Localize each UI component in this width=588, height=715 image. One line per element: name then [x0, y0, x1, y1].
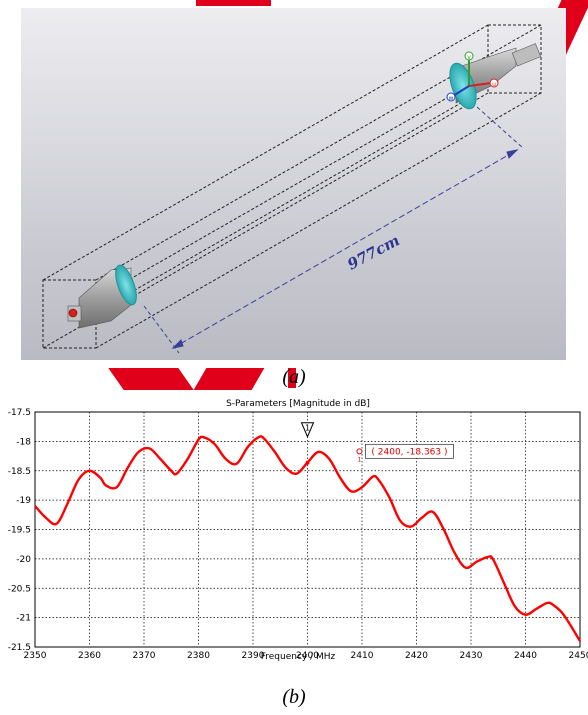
near-horn-antenna [67, 264, 137, 329]
y-tick-label: -20.5 [8, 584, 31, 594]
antenna-3d-view: v u w 977cm [21, 8, 566, 360]
x-axis-label: Frequency / MHz [261, 652, 336, 662]
axis-triad-icon: v u w [446, 51, 499, 102]
red-fragment-mid-right [288, 368, 296, 388]
caption-a: (a) [282, 366, 306, 388]
x-tick-label: 2450 [569, 651, 588, 661]
marker-id: 1 [305, 424, 310, 433]
marker-label: ( 2400, -18.363 ) [371, 447, 447, 457]
y-tick-label: -19 [16, 496, 31, 506]
marker-label-box [365, 443, 454, 459]
marker-triangle-icon[interactable] [300, 422, 315, 438]
s11-curve [34, 435, 582, 642]
x-tick-label: 2430 [460, 651, 483, 661]
x-tick-label: 2440 [514, 651, 537, 661]
axis-ticks: 2350 2360 2370 2380 2390 2400 2410 2420 2430 2440… [8, 408, 588, 661]
x-tick-label: 2420 [405, 651, 428, 661]
marker-layer: 1 1 ( 2400, -18.363 ) [300, 422, 454, 465]
red-fragment-mid-center [193, 368, 265, 390]
y-tick-label: -20 [16, 555, 31, 565]
axis-w-label: w [449, 95, 454, 102]
s-parameter-chart: S-Parameters [Magnitude in dB] 2350 2360 2… [0, 392, 588, 692]
x-tick-label: 2400 [296, 651, 319, 661]
marker-label-id: 1 [358, 456, 362, 463]
red-fragment-mid-left [108, 368, 194, 390]
port-icon [68, 308, 78, 318]
y-tick-label: -18.5 [8, 467, 31, 477]
y-tick-label: -21 [16, 614, 31, 624]
x-tick-label: 2410 [351, 651, 374, 661]
antenna-3d-svg: v u w 977cm [21, 8, 566, 360]
x-tick-label: 2360 [78, 651, 101, 661]
x-tick-label: 2370 [133, 651, 156, 661]
chart-title: S-Parameters [Magnitude in dB] [226, 399, 370, 409]
chart-background [0, 392, 588, 692]
dimension-line [143, 106, 524, 354]
x-tick-label: 2390 [242, 651, 265, 661]
y-tick-label: -17.5 [8, 408, 31, 418]
y-tick-label: -18 [16, 437, 31, 447]
marker-point-icon [305, 460, 310, 465]
axis-v-label: v [467, 54, 471, 61]
x-tick-label: 2350 [24, 651, 47, 661]
axis-u-label: u [492, 81, 496, 88]
caption-b: (b) [282, 686, 306, 708]
marker-label-point-icon [356, 448, 363, 455]
far-horn-antenna: v u w [446, 43, 542, 110]
y-tick-label: -19.5 [8, 526, 31, 536]
y-tick-label: -21.5 [8, 643, 31, 653]
plot-frame [34, 411, 581, 648]
x-tick-label: 2380 [187, 651, 210, 661]
red-fragment-top [196, 0, 271, 6]
